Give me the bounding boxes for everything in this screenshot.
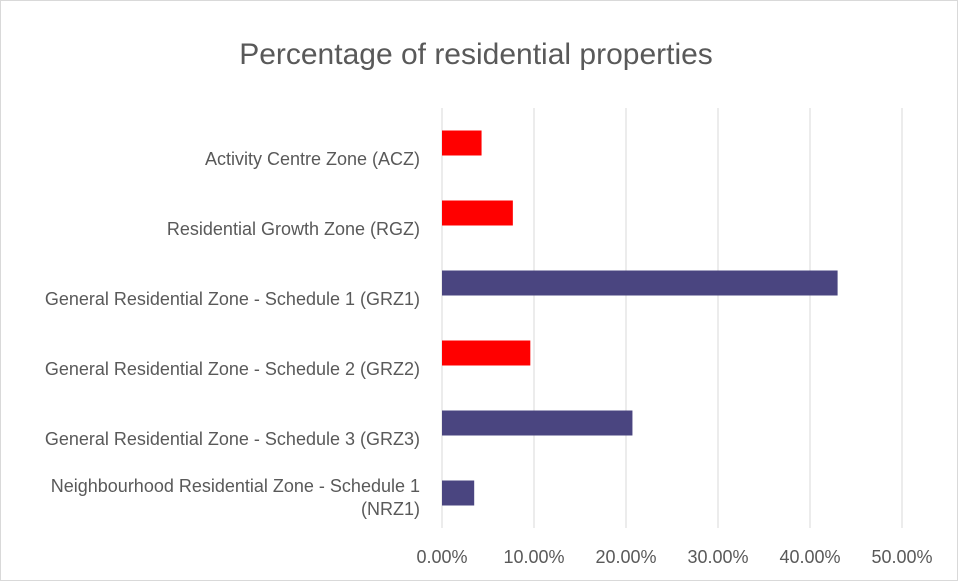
y-tick-label: Residential Growth Zone (RGZ) bbox=[166, 219, 420, 239]
bar bbox=[442, 480, 475, 506]
bar bbox=[442, 130, 482, 156]
y-tick-label: General Residential Zone - Schedule 1 (G… bbox=[44, 289, 420, 309]
x-tick-label: 50.00% bbox=[871, 547, 932, 567]
bar bbox=[442, 410, 633, 436]
x-tick-label: 10.00% bbox=[503, 547, 564, 567]
x-tick-label: 20.00% bbox=[595, 547, 656, 567]
x-tick-label: 40.00% bbox=[779, 547, 840, 567]
bar bbox=[442, 270, 838, 296]
x-tick-label: 30.00% bbox=[687, 547, 748, 567]
bar bbox=[442, 200, 513, 226]
y-tick-label: General Residential Zone - Schedule 3 (G… bbox=[44, 429, 420, 449]
y-tick-label: General Residential Zone - Schedule 2 (G… bbox=[44, 359, 420, 379]
y-tick-label: Activity Centre Zone (ACZ) bbox=[204, 149, 420, 169]
y-tick-label: Neighbourhood Residential Zone - Schedul… bbox=[50, 476, 420, 519]
x-tick-label: 0.00% bbox=[416, 547, 467, 567]
bar bbox=[442, 340, 531, 366]
chart-title: Percentage of residential properties bbox=[239, 38, 713, 71]
